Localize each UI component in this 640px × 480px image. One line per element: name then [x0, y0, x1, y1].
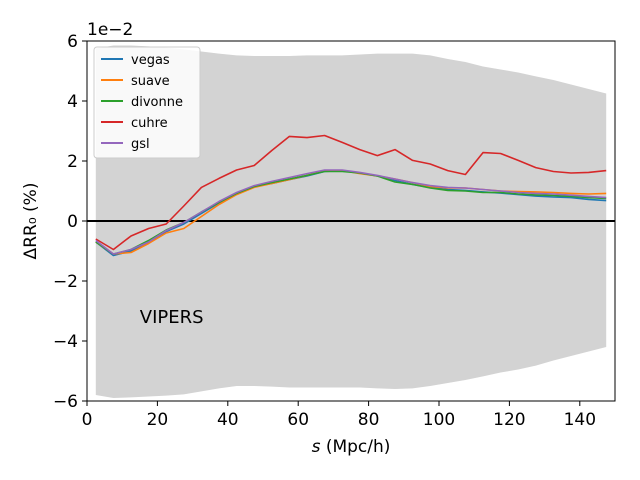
legend-label-gsl: gsl — [131, 137, 150, 152]
series-line-cuhre — [95, 134, 607, 251]
x-tick-label: 120 — [493, 410, 525, 430]
y-offset-label: 1e−2 — [87, 20, 133, 40]
x-tick-label: 100 — [423, 410, 455, 430]
y-tick-label: 4 — [67, 92, 78, 112]
x-axis-label: s (Mpc/h) — [312, 437, 391, 457]
x-tick-label: 60 — [287, 410, 309, 430]
legend-label-vegas: vegas — [131, 53, 170, 68]
y-tick-label: −6 — [53, 392, 78, 412]
y-axis-ticks: −6 −4 −2 0 2 4 6 — [53, 32, 87, 412]
y-tick-label: 0 — [67, 212, 78, 232]
vipers-annotation: VIPERS — [140, 307, 204, 328]
y-tick-label: −2 — [53, 272, 78, 292]
x-tick-label: 20 — [147, 410, 169, 430]
y-tick-label: 2 — [67, 152, 78, 172]
legend-label-cuhre: cuhre — [131, 116, 168, 131]
x-tick-label: 140 — [564, 410, 596, 430]
legend-label-suave: suave — [131, 74, 170, 89]
legend: vegas suave divonne cuhre gsl — [93, 46, 201, 159]
x-axis-ticks: 0 20 40 60 80 100 120 140 — [82, 401, 596, 430]
x-tick-label: 80 — [358, 410, 380, 430]
x-tick-label: 0 — [82, 410, 93, 430]
legend-label-divonne: divonne — [131, 95, 183, 110]
series-lines — [95, 134, 607, 257]
x-tick-label: 40 — [217, 410, 239, 430]
series-line-gsl — [95, 169, 607, 255]
legend-box — [93, 46, 201, 159]
y-axis-label: ΔRR₀ (%) — [21, 183, 41, 260]
y-tick-label: 6 — [67, 32, 78, 52]
y-tick-label: −4 — [53, 332, 78, 352]
